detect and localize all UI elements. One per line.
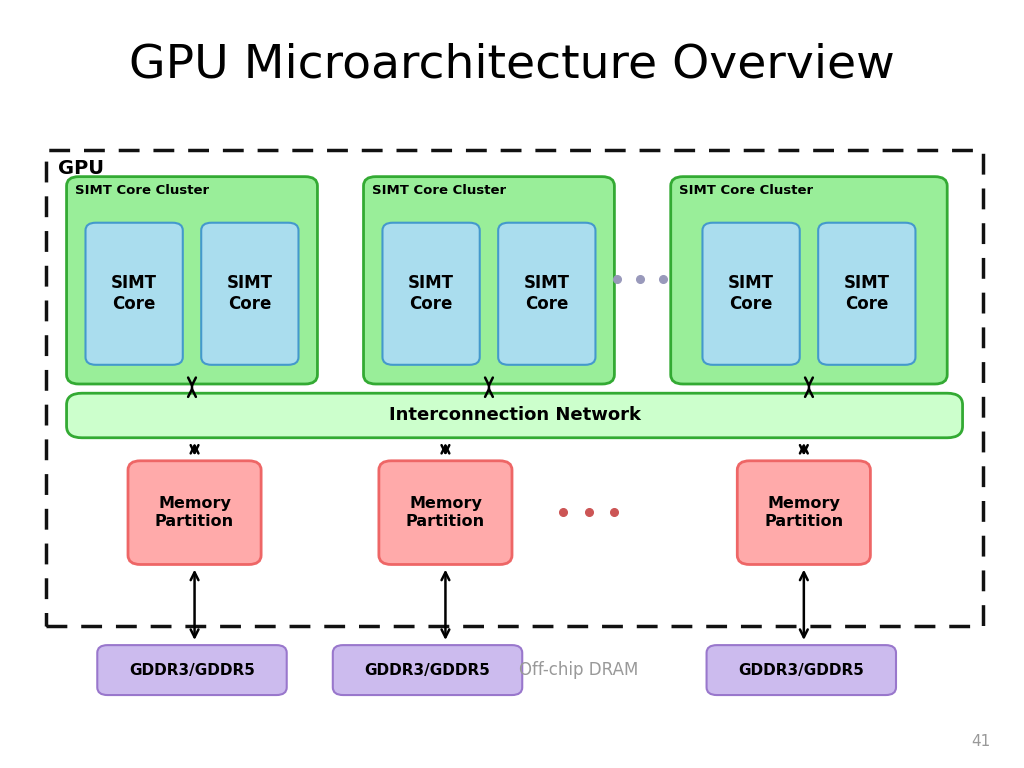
- Text: Interconnection Network: Interconnection Network: [388, 406, 641, 425]
- Text: SIMT
Core: SIMT Core: [409, 274, 454, 313]
- FancyBboxPatch shape: [498, 223, 596, 365]
- FancyBboxPatch shape: [818, 223, 915, 365]
- Text: GDDR3/GDDR5: GDDR3/GDDR5: [738, 663, 864, 677]
- FancyBboxPatch shape: [383, 223, 479, 365]
- FancyBboxPatch shape: [702, 223, 800, 365]
- Text: SIMT Core Cluster: SIMT Core Cluster: [679, 184, 813, 197]
- FancyBboxPatch shape: [67, 177, 317, 384]
- FancyBboxPatch shape: [379, 461, 512, 564]
- Text: SIMT Core Cluster: SIMT Core Cluster: [372, 184, 506, 197]
- Text: GDDR3/GDDR5: GDDR3/GDDR5: [129, 663, 255, 677]
- Text: SIMT
Core: SIMT Core: [227, 274, 272, 313]
- Text: SIMT
Core: SIMT Core: [112, 274, 157, 313]
- Text: Off-chip DRAM: Off-chip DRAM: [519, 661, 638, 680]
- Text: GPU Microarchitecture Overview: GPU Microarchitecture Overview: [129, 43, 895, 88]
- FancyBboxPatch shape: [333, 645, 522, 695]
- Text: Memory
Partition: Memory Partition: [155, 496, 234, 529]
- FancyBboxPatch shape: [86, 223, 182, 365]
- FancyBboxPatch shape: [97, 645, 287, 695]
- Text: GDDR3/GDDR5: GDDR3/GDDR5: [365, 663, 490, 677]
- FancyBboxPatch shape: [201, 223, 299, 365]
- FancyBboxPatch shape: [364, 177, 614, 384]
- Text: Memory
Partition: Memory Partition: [406, 496, 485, 529]
- Text: Memory
Partition: Memory Partition: [764, 496, 844, 529]
- Bar: [46, 150, 983, 626]
- FancyBboxPatch shape: [707, 645, 896, 695]
- Text: SIMT
Core: SIMT Core: [524, 274, 569, 313]
- FancyBboxPatch shape: [128, 461, 261, 564]
- Text: SIMT
Core: SIMT Core: [728, 274, 774, 313]
- Text: GPU: GPU: [58, 159, 104, 178]
- FancyBboxPatch shape: [737, 461, 870, 564]
- Text: 41: 41: [971, 733, 990, 749]
- Text: SIMT
Core: SIMT Core: [844, 274, 890, 313]
- FancyBboxPatch shape: [67, 393, 963, 438]
- FancyBboxPatch shape: [671, 177, 947, 384]
- Text: SIMT Core Cluster: SIMT Core Cluster: [75, 184, 209, 197]
